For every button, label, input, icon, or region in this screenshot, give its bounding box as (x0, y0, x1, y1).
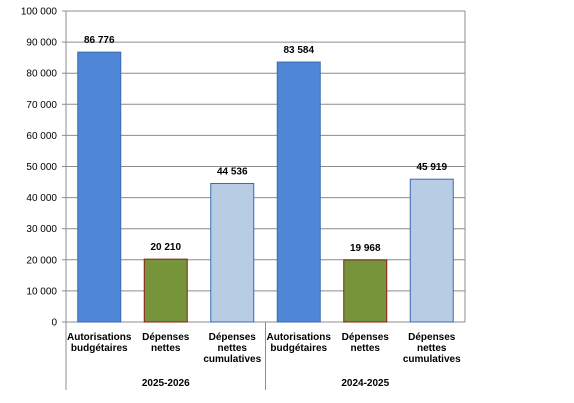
category-label: budgétaires (270, 343, 327, 354)
labels: 0 10 000 20 000 30 000 40 000 50 000 60 000 70 … (21, 7, 461, 390)
bar (77, 51, 122, 323)
category-label: cumulatives (403, 354, 461, 365)
group-label: 2025-2026 (142, 378, 190, 389)
y-tick-label: 60 000 (26, 131, 57, 142)
y-tick-label: 0 (51, 318, 57, 329)
category-label: nettes (351, 343, 381, 354)
bar (409, 178, 454, 323)
group-label: 2024-2025 (341, 378, 389, 389)
category-label: Dépenses (142, 332, 190, 343)
data-label: 44 536 (217, 166, 248, 177)
bar (343, 259, 388, 323)
category-label: budgétaires (71, 343, 128, 354)
y-tick-label: 100 000 (21, 7, 58, 18)
y-tick-label: 20 000 (26, 255, 57, 266)
category-label: nettes (417, 343, 447, 354)
data-label: 20 210 (150, 242, 181, 253)
bars (77, 51, 454, 323)
data-label: 83 584 (283, 45, 314, 56)
category-label: Dépenses (209, 332, 257, 343)
y-tick-label: 30 000 (26, 224, 57, 235)
bar (143, 258, 188, 323)
bar (210, 182, 255, 323)
data-label: 45 919 (416, 162, 447, 173)
y-tick-label: 70 000 (26, 100, 57, 111)
category-label: nettes (218, 343, 248, 354)
gridlines (66, 10, 465, 292)
data-label: 19 968 (350, 243, 381, 254)
category-label: Autorisations (267, 332, 332, 343)
data-label: 86 776 (84, 35, 115, 46)
category-label: cumulatives (203, 354, 261, 365)
y-tick-label: 90 000 (26, 38, 57, 49)
category-label: Autorisations (67, 332, 132, 343)
axes (62, 10, 466, 390)
category-label: Dépenses (342, 332, 390, 343)
category-label: nettes (151, 343, 181, 354)
y-tick-label: 40 000 (26, 193, 57, 204)
y-tick-label: 80 000 (26, 69, 57, 80)
y-tick-label: 10 000 (26, 286, 57, 297)
y-tick-label: 50 000 (26, 162, 57, 173)
category-label: Dépenses (408, 332, 456, 343)
bar (276, 61, 321, 323)
